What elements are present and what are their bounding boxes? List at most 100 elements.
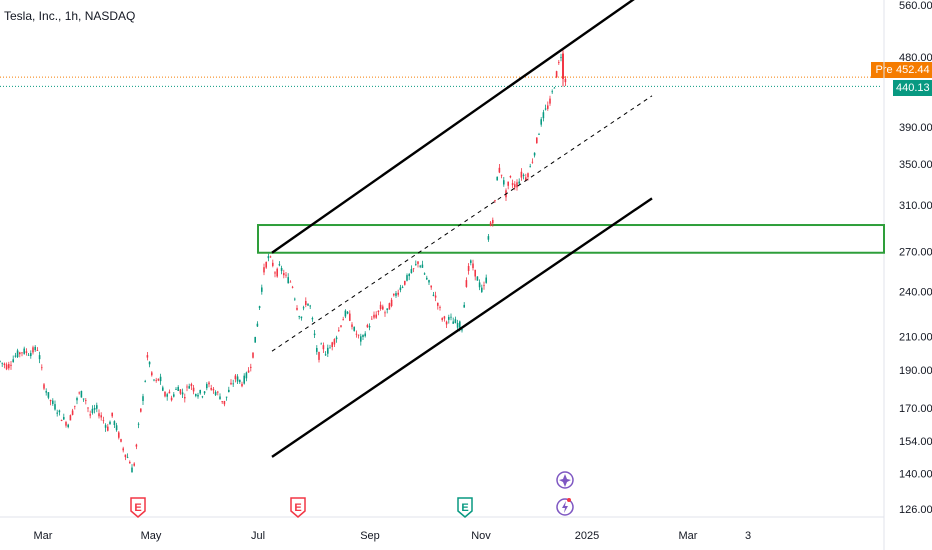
candle-body [3,363,6,366]
candle-body [113,421,116,425]
candle-body [14,355,17,357]
candle-body [340,325,342,327]
candles [0,50,567,473]
candle-body [289,281,292,283]
candle-body [267,256,270,259]
candle-body [346,311,349,314]
candle-body [393,293,395,296]
candle-body [379,304,382,310]
candle-body [562,53,564,79]
candle-body [250,366,252,368]
candle-body [408,274,410,277]
candle-body [148,361,151,365]
earnings-marker-label: E [461,502,468,514]
candle-body [135,444,138,447]
candle-body [71,410,74,415]
candle-body [142,396,144,401]
candle-body [157,378,160,381]
candle-body [16,350,19,358]
candle-body [313,333,316,336]
candle-body [52,400,54,404]
candle-body [388,303,391,310]
candle-body [274,272,276,274]
candle-body [122,448,124,451]
candle-body [107,426,109,431]
candle-body [437,302,439,306]
candle-body [120,439,122,442]
candle-body [324,354,327,356]
candle-body [503,180,505,185]
candle-body [302,307,305,309]
candle-body [300,316,303,319]
candle-body [375,314,377,318]
candle-body [307,303,309,306]
candle-body [476,276,479,281]
candle-body [245,372,248,379]
x-tick-label: Mar [679,530,698,542]
candle-body [472,263,474,269]
candle-body [529,166,531,168]
candle-body [397,292,399,295]
candle-body [474,269,476,277]
candle-body [441,318,443,320]
candle-body [118,432,120,438]
candle-body [261,287,263,292]
candle-body [221,401,223,403]
candle-body [65,422,67,426]
candle-body [179,389,182,394]
candle-body [454,319,457,324]
candle-body [109,421,111,425]
candle-body [47,392,50,398]
candle-body [342,319,344,321]
candle-body [531,161,534,163]
candle-body [357,334,360,336]
candle-body [74,405,76,407]
candle-body [21,352,23,354]
candle-body [278,264,281,266]
y-tick-label: 560.00 [899,0,932,12]
candle-body [496,176,498,181]
candle-body [10,364,12,366]
candle-body [439,307,441,308]
candle-body [487,236,490,240]
earnings-marker-label: E [294,502,301,514]
candle-body [318,351,320,360]
candle-body [386,308,388,311]
candle-body [371,318,373,320]
candle-body [564,79,567,83]
candle-body [481,287,483,292]
candle-body [78,392,80,394]
candle-body [415,264,417,265]
candle-body [32,347,34,353]
candle-body [296,307,298,310]
candle-body [327,347,329,354]
earnings-marker-shape [457,497,473,518]
y-tick-label: 350.00 [899,159,932,171]
candle-body [553,87,556,89]
candle-body [450,316,452,318]
candle-body [76,398,78,401]
candle-body [558,62,560,63]
candle-body [507,181,509,186]
chart-title: Tesla, Inc., 1h, NASDAQ [4,9,136,23]
candle-body [467,266,470,271]
candle-body [82,398,85,400]
candle-body [368,326,371,328]
candle-body [384,312,386,314]
candle-body [159,376,162,382]
candle-body [197,394,199,397]
candle-body [173,394,175,397]
candle-body [63,417,65,420]
candle-body [230,382,232,385]
candle-body [252,352,254,358]
candle-body [184,397,186,399]
candle-body [377,310,380,313]
candle-body [500,174,503,176]
candle-body [291,286,294,288]
candle-body [239,379,241,383]
last-price-badge: 440.13 [893,80,932,96]
candle-body [364,333,366,337]
candle-body [305,301,307,305]
candle-body [421,264,424,268]
